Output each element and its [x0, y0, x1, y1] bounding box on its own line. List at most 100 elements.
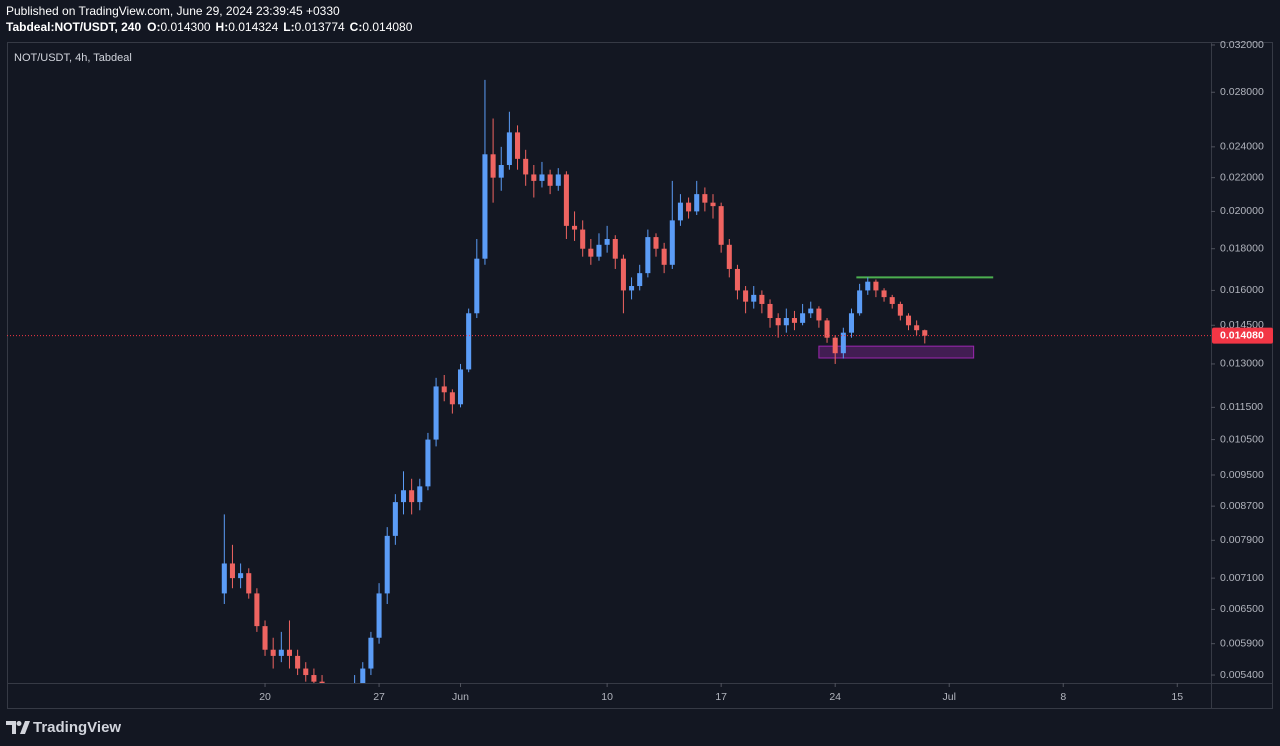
candle-body [547, 174, 553, 186]
candle-body [816, 308, 822, 321]
x-tick-label: Jul [942, 691, 955, 703]
candle-body [368, 637, 374, 669]
candle-body [686, 202, 692, 212]
candle-body [759, 294, 765, 304]
symbol-name: Tabdeal:NOT/USDT, 240 [6, 20, 141, 34]
candle-body [620, 258, 626, 291]
candle-body [425, 439, 431, 487]
candle-body [905, 315, 912, 326]
ohlc-value: 0.014300 [160, 20, 210, 34]
candle-body [914, 325, 920, 331]
y-tick-label: 0.005400 [1220, 669, 1264, 681]
candle-body [922, 330, 928, 336]
y-tick-label: 0.018000 [1220, 242, 1264, 254]
candle-body [523, 158, 529, 175]
candle-body [417, 486, 423, 503]
x-tick-label: 8 [1060, 691, 1066, 703]
y-tick-label: 0.032000 [1220, 39, 1264, 51]
candle-body [726, 244, 732, 269]
plot-area [221, 79, 994, 683]
candle-body [873, 281, 879, 291]
y-tick-label: 0.008700 [1220, 500, 1264, 512]
candle-body [270, 649, 276, 656]
candle-body [303, 668, 309, 676]
x-tick-label: Jun [452, 691, 469, 703]
candle-body [629, 286, 635, 291]
candle-body [433, 386, 439, 440]
candle-body [376, 593, 382, 638]
candle-body [441, 386, 447, 393]
last-price-label: 0.014080 [1220, 329, 1264, 341]
candle-body [612, 239, 618, 259]
ohlc-key: H: [216, 20, 229, 34]
candle-body [319, 681, 325, 683]
chart-title: NOT/USDT, 4h, Tabdeal [14, 52, 132, 64]
symbol: Tabdeal:NOT/USDT, 240 O:0.014300 H:0.01432… [6, 20, 413, 34]
candle-body [808, 308, 814, 314]
candle-body [669, 220, 675, 265]
candle-body [677, 202, 683, 221]
y-tick-label: 0.016000 [1220, 284, 1264, 296]
candle-body [457, 369, 464, 405]
y-tick-label: 0.024000 [1220, 141, 1264, 153]
x-tick-label: 15 [1171, 691, 1183, 703]
candle-body [645, 237, 651, 274]
candle-body [848, 313, 855, 333]
y-tick-label: 0.020000 [1220, 205, 1264, 217]
candle-body [572, 225, 578, 230]
candle-body [897, 303, 903, 316]
ohlc-key: C: [350, 20, 363, 34]
y-tick-label: 0.009500 [1220, 469, 1264, 481]
y-tick-label: 0.013000 [1220, 358, 1264, 370]
y-tick-label: 0.007100 [1220, 572, 1264, 584]
tv-logo [6, 721, 30, 734]
x-tick-label: 24 [829, 691, 841, 703]
ohlc: O:0.014300 H:0.014324 L:0.013774 C:0.014080 [147, 20, 413, 34]
candle-body [262, 626, 268, 650]
candle-body [840, 332, 846, 354]
x-tick-label: 17 [715, 691, 727, 703]
ohlc-value: 0.014324 [228, 20, 278, 34]
candle-body [392, 502, 398, 536]
candle-body [539, 174, 545, 181]
x-tick-label: 10 [601, 691, 613, 703]
y-tick-label: 0.022000 [1220, 171, 1264, 183]
candle-body [295, 655, 301, 669]
x-tick-label: 27 [373, 691, 385, 703]
candle-body [515, 132, 521, 159]
candle-body [221, 563, 227, 594]
candle-body [506, 132, 512, 166]
candle-body [384, 535, 390, 594]
candle-body [596, 244, 602, 257]
candle-body [865, 281, 871, 291]
candle-body [311, 675, 317, 682]
candle-body [254, 593, 260, 627]
y-tick-label: 0.006500 [1220, 603, 1264, 615]
y-tick-label: 0.011500 [1220, 401, 1263, 413]
candle-body [531, 174, 537, 181]
ohlc-key: O: [147, 20, 160, 34]
candle-body [604, 239, 610, 245]
candle-body [653, 237, 659, 249]
candle-body [563, 174, 569, 226]
candle-body [832, 337, 838, 354]
candle-body [588, 248, 594, 257]
candle-body [751, 294, 757, 302]
candle-body [360, 668, 366, 683]
y-tick-label: 0.005900 [1220, 637, 1264, 649]
ohlc-key: L: [283, 20, 294, 34]
y-tick-label: 0.010500 [1220, 433, 1264, 445]
candle-body [555, 174, 561, 186]
candle-body [702, 194, 708, 203]
candle-body [710, 202, 716, 207]
candle-body [482, 154, 488, 259]
candle-body [694, 194, 700, 212]
candle-body [278, 649, 284, 656]
candle-body [881, 290, 887, 298]
candle-body [498, 165, 504, 178]
candle-body [238, 573, 244, 579]
y-tick-label: 0.007900 [1220, 534, 1264, 546]
candle-body [229, 563, 235, 579]
candle-body [775, 318, 781, 326]
